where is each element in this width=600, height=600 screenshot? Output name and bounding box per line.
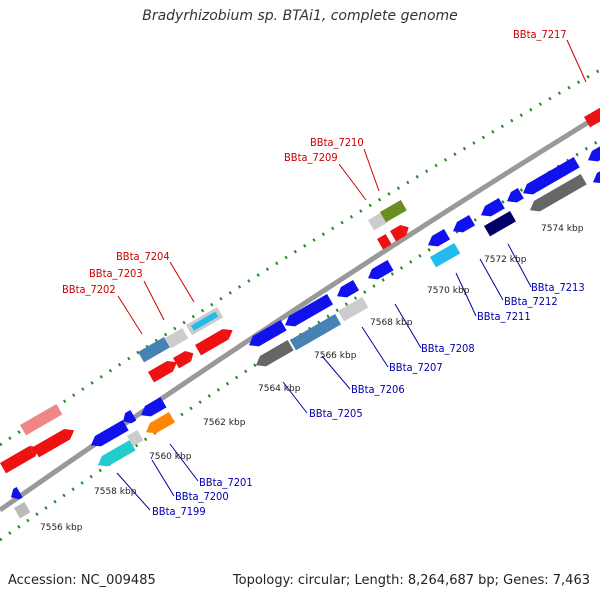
gene-label-bbta-7212[interactable]: BBta_7212 bbox=[504, 295, 558, 308]
gene-label-bbta-7206[interactable]: BBta_7206 bbox=[351, 383, 405, 396]
map-title: Bradyrhizobium sp. BTAi1, complete genom… bbox=[142, 8, 458, 24]
genome-backbone bbox=[0, 112, 600, 513]
accession-text: Accession: NC_009485 bbox=[8, 573, 156, 588]
tick-label: 7574 kbp bbox=[541, 224, 584, 234]
gene-label-bbta-7205[interactable]: BBta_7205 bbox=[309, 407, 363, 420]
tick-label: 7558 kbp bbox=[94, 487, 137, 497]
forward-gene-labels: BBta_7202 BBta_7203 BBta_7204 BBta_7209 … bbox=[62, 28, 567, 296]
gene-label-bbta-7209[interactable]: BBta_7209 bbox=[284, 151, 338, 164]
gene-label-bbta-7200[interactable]: BBta_7200 bbox=[175, 490, 229, 503]
gene-label-bbta-7201[interactable]: BBta_7201 bbox=[199, 476, 253, 489]
tick-label: 7568 kbp bbox=[370, 318, 413, 328]
gene-label-bbta-7211[interactable]: BBta_7211 bbox=[477, 310, 531, 323]
tick-label: 7562 kbp bbox=[203, 418, 246, 428]
topology-text: Topology: circular; Length: 8,264,687 bp… bbox=[232, 573, 590, 588]
gene-label-bbta-7208[interactable]: BBta_7208 bbox=[421, 342, 475, 355]
gene-label-bbta-7202[interactable]: BBta_7202 bbox=[62, 283, 116, 296]
gene-blocks bbox=[0, 107, 600, 519]
label-leader-lines bbox=[116, 39, 587, 511]
gene-label-bbta-7213[interactable]: BBta_7213 bbox=[531, 281, 585, 294]
gene-label-bbta-7204[interactable]: BBta_7204 bbox=[116, 250, 170, 263]
gene-label-bbta-7210[interactable]: BBta_7210 bbox=[310, 136, 364, 149]
gene-label-bbta-7199[interactable]: BBta_7199 bbox=[152, 505, 206, 518]
tick-label: 7560 kbp bbox=[149, 452, 192, 462]
gene-label-bbta-7217[interactable]: BBta_7217 bbox=[513, 28, 567, 41]
kbp-tick-labels: 7556 kbp 7558 kbp 7560 kbp 7562 kbp 7564… bbox=[40, 224, 584, 533]
tick-label: 7566 kbp bbox=[314, 351, 357, 361]
tick-label: 7572 kbp bbox=[484, 255, 527, 265]
tick-label: 7570 kbp bbox=[427, 286, 470, 296]
tick-label: 7556 kbp bbox=[40, 523, 83, 533]
gene-label-bbta-7207[interactable]: BBta_7207 bbox=[389, 361, 443, 374]
tick-label: 7564 kbp bbox=[258, 384, 301, 394]
reverse-gene-labels: BBta_7199 BBta_7200 BBta_7201 BBta_7205 … bbox=[152, 281, 585, 518]
gene-label-bbta-7203[interactable]: BBta_7203 bbox=[89, 267, 143, 280]
